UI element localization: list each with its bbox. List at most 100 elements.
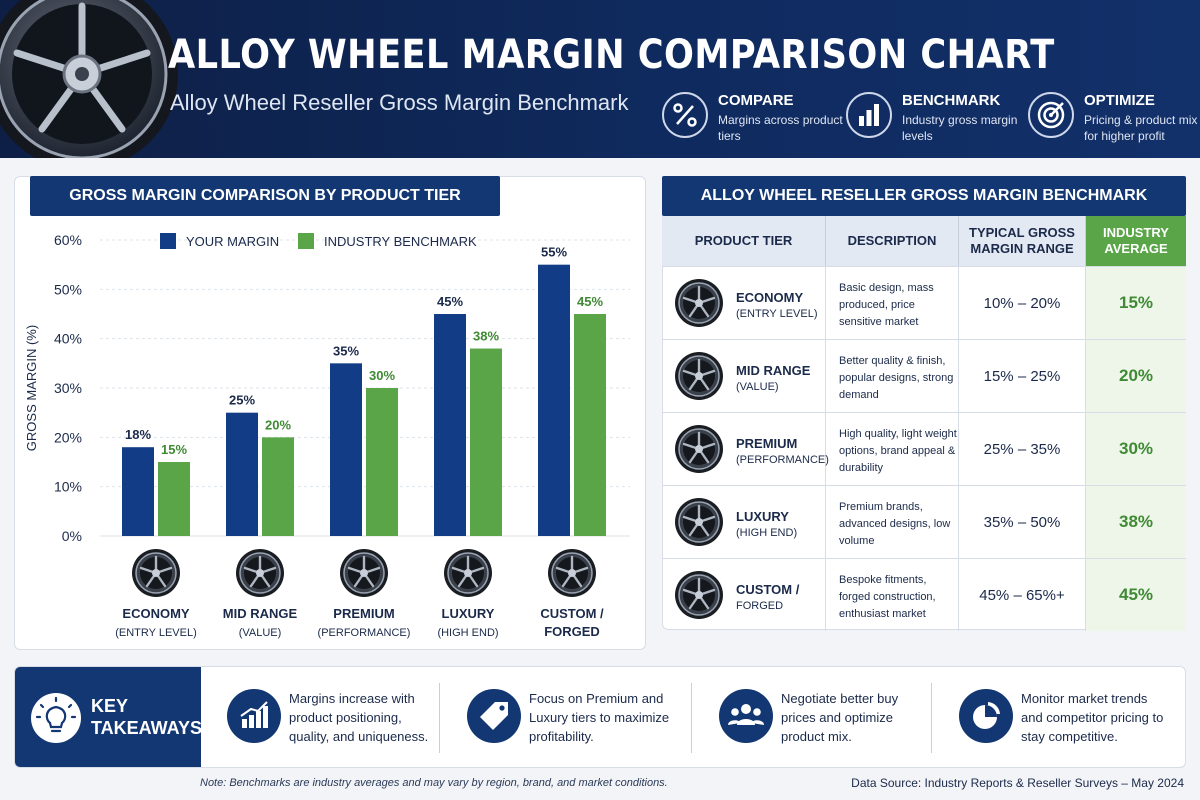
- tier-label: LUXURY (HIGH END): [736, 508, 826, 542]
- description-cell: Bespoke fitments, forged construction, e…: [826, 559, 959, 631]
- key-takeaways-header: KEY TAKEAWAYS: [15, 667, 203, 767]
- wheel-icon: [340, 549, 388, 597]
- legend-label: INDUSTRY BENCHMARK: [324, 234, 477, 249]
- wheel-icon: [236, 549, 284, 597]
- average-cell: 45%: [1086, 559, 1186, 631]
- wheel-icon: [548, 549, 596, 597]
- y-tick-label: 50%: [54, 281, 82, 297]
- y-tick-label: 40%: [54, 331, 82, 347]
- x-tick-label: PREMIUM: [333, 606, 394, 621]
- bar-value-label: 35%: [333, 343, 359, 358]
- feature-title: OPTIMIZE: [1084, 92, 1155, 109]
- feature-title: COMPARE: [718, 92, 794, 109]
- takeaway-text: Focus on Premium and Luxury tiers to max…: [529, 691, 670, 744]
- page-title: ALLOY WHEEL MARGIN COMPARISON CHART: [168, 32, 1055, 78]
- tier-cell: LUXURY (HIGH END): [662, 486, 826, 558]
- tier-cell: MID RANGE (VALUE): [662, 340, 826, 412]
- industry-average: 15%: [1118, 293, 1154, 312]
- bar-your-margin: [122, 447, 154, 536]
- x-tick-label: ECONOMY: [122, 606, 190, 621]
- tier-cell: ECONOMY (ENTRY LEVEL): [662, 267, 826, 339]
- bar-benchmark: [158, 462, 190, 536]
- bar-value-label: 30%: [369, 368, 395, 383]
- tier-sub: (ENTRY LEVEL): [736, 308, 818, 320]
- tier-cell: CUSTOM / FORGED: [662, 559, 826, 631]
- tier-description: Better quality & finish, popular designs…: [839, 355, 954, 401]
- industry-average: 20%: [1118, 366, 1154, 385]
- range-cell: 25% – 35%: [959, 413, 1086, 485]
- feature-desc: Margins across product tiers: [718, 113, 843, 143]
- table-banner: ALLOY WHEEL RESELLER GROSS MARGIN BENCHM…: [662, 176, 1186, 216]
- data-source: Data Source: Industry Reports & Reseller…: [851, 776, 1184, 790]
- key-takeaways-label: KEY TAKEAWAYS: [91, 696, 203, 738]
- lightbulb-icon: [31, 693, 81, 743]
- divider: [439, 683, 440, 753]
- tier-name: MID RANGE: [736, 363, 811, 378]
- description-cell: High quality, light weight options, bran…: [826, 413, 959, 485]
- industry-average: 38%: [1118, 512, 1154, 531]
- bar-value-label: 25%: [229, 393, 255, 408]
- alloy-wheel-image: [0, 0, 178, 158]
- tier-name: LUXURY: [736, 509, 789, 524]
- tier-name: ECONOMY: [736, 290, 804, 305]
- feature-desc: Industry gross margin levels: [902, 113, 1018, 143]
- bar-value-label: 55%: [541, 245, 567, 260]
- wheel-icon: [674, 570, 724, 620]
- bar-value-label: 45%: [437, 294, 463, 309]
- bar-value-label: 15%: [161, 442, 187, 457]
- x-tick-sublabel: (ENTRY LEVEL): [115, 627, 197, 639]
- bar-value-label: 38%: [473, 329, 499, 344]
- wheel-icon: [132, 549, 180, 597]
- average-cell: 38%: [1086, 486, 1186, 558]
- page-subtitle: Alloy Wheel Reseller Gross Margin Benchm…: [170, 90, 629, 115]
- legend-swatch: [298, 233, 314, 249]
- margin-range: 25% – 35%: [983, 440, 1061, 458]
- divider: [691, 683, 692, 753]
- takeaway-item: Focus on Premium and Luxury tiers to max…: [467, 667, 687, 767]
- average-cell: 30%: [1086, 413, 1186, 485]
- x-tick-label: MID RANGE: [223, 606, 298, 621]
- tier-sub: (VALUE): [736, 381, 779, 393]
- tier-description: High quality, light weight options, bran…: [839, 428, 957, 474]
- industry-average: 45%: [1118, 585, 1154, 604]
- margin-range: 35% – 50%: [983, 513, 1061, 531]
- takeaway-item: Margins increase with product positionin…: [227, 667, 447, 767]
- col-header-tier: PRODUCT TIER: [662, 216, 826, 266]
- industry-average: 30%: [1118, 439, 1154, 458]
- table-row: LUXURY (HIGH END) Premium brands, advanced…: [662, 485, 1186, 558]
- tier-label: MID RANGE (VALUE): [736, 362, 826, 396]
- col-header-average: INDUSTRY AVERAGE: [1086, 216, 1186, 266]
- bar-value-label: 20%: [265, 417, 291, 432]
- x-tick-sublabel: FORGED: [544, 624, 600, 639]
- takeaway-text: Margins increase with product positionin…: [289, 691, 429, 744]
- growth-chart-icon: [227, 689, 281, 743]
- tier-label: PREMIUM (PERFORMANCE): [736, 435, 829, 469]
- margin-range: 10% – 20%: [983, 294, 1061, 312]
- average-cell: 15%: [1086, 267, 1186, 339]
- bar-your-margin: [226, 412, 258, 536]
- chart-banner: GROSS MARGIN COMPARISON BY PRODUCT TIER: [30, 176, 500, 216]
- takeaway-text: Monitor market trends and competitor pri…: [1021, 691, 1164, 744]
- takeaway-item: Negotiate better buy prices and optimize…: [719, 667, 939, 767]
- wheel-icon: [674, 497, 724, 547]
- col-header-description: DESCRIPTION: [826, 216, 959, 266]
- y-tick-label: 60%: [54, 232, 82, 248]
- tier-sub: (PERFORMANCE): [736, 454, 829, 466]
- range-cell: 45% – 65%+: [959, 559, 1086, 631]
- margin-range: 45% – 65%+: [979, 586, 1065, 604]
- table-row: MID RANGE (VALUE) Better quality & finish,…: [662, 339, 1186, 412]
- tier-cell: PREMIUM (PERFORMANCE): [662, 413, 829, 485]
- tier-sub: FORGED: [736, 600, 784, 612]
- bar-your-margin: [434, 314, 466, 536]
- legend-swatch: [160, 233, 176, 249]
- footnote: Note: Benchmarks are industry averages a…: [200, 777, 668, 789]
- divider: [931, 683, 932, 753]
- y-axis-label: GROSS MARGIN (%): [24, 325, 39, 451]
- table-row: ECONOMY (ENTRY LEVEL) Basic design, mass p…: [662, 266, 1186, 339]
- bar-chart-icon: [846, 92, 892, 138]
- y-tick-label: 30%: [54, 380, 82, 396]
- table-row: PREMIUM (PERFORMANCE) High quality, light …: [662, 412, 1186, 485]
- header: ALLOY WHEEL MARGIN COMPARISON CHART Allo…: [0, 0, 1200, 158]
- tier-description: Bespoke fitments, forged construction, e…: [839, 574, 936, 620]
- legend-label: YOUR MARGIN: [186, 234, 279, 249]
